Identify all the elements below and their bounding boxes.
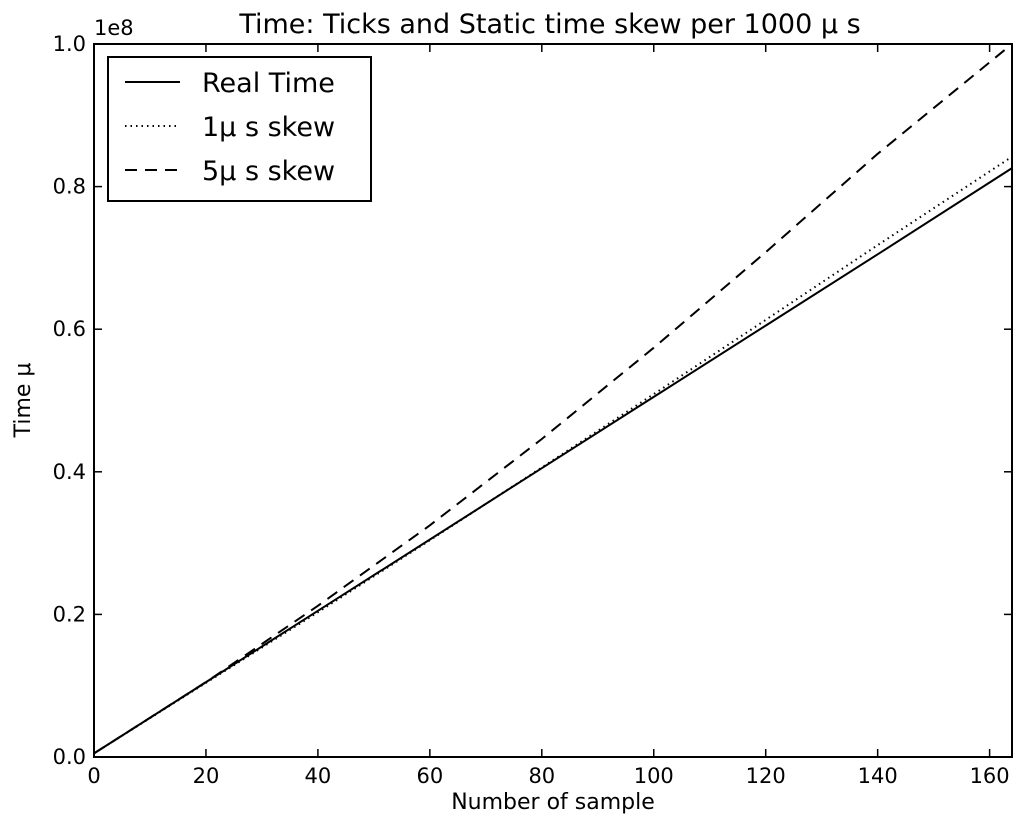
legend-label-2: 1μ s skew	[202, 112, 335, 143]
y-tick-label: 0.2	[53, 602, 86, 626]
x-tick-label: 160	[970, 764, 1010, 788]
x-tick-label: 100	[634, 764, 674, 788]
y-tick-label: 0.4	[53, 460, 86, 484]
x-tick-label: 20	[193, 764, 220, 788]
x-tick-label: 120	[746, 764, 786, 788]
series-line-3	[93, 43, 1013, 755]
x-tick-label: 140	[858, 764, 898, 788]
x-tick-label: 40	[305, 764, 332, 788]
y-axis-offset-label: 1e8	[94, 16, 134, 40]
y-tick-label: 1.0	[53, 32, 86, 56]
plot-frame	[93, 43, 1013, 758]
x-tick-label: 80	[528, 764, 555, 788]
x-axis-label: Number of sample	[451, 790, 655, 815]
legend-label-3: 5μ s skew	[202, 156, 335, 187]
y-tick-label: 0.8	[53, 175, 86, 199]
y-tick-label: 0.0	[53, 745, 86, 769]
y-axis-label: Time μ	[11, 363, 36, 439]
x-tick-label: 60	[416, 764, 443, 788]
y-tick-label: 0.6	[53, 317, 86, 341]
legend-label-1: Real Time	[202, 68, 335, 99]
legend: Real Time 1μ s skew 5μ s skew	[107, 56, 372, 202]
chart-title: Time: Ticks and Static time skew per 100…	[238, 9, 860, 40]
x-axis-ticks: 0 20 40 60 80 100 120 140 160	[87, 44, 1010, 788]
plot-lines	[93, 43, 1013, 755]
series-line-2	[93, 155, 1013, 755]
x-tick-label: 0	[87, 764, 100, 788]
y-axis-ticks: 0.0 0.2 0.4 0.6 0.8 1.0	[53, 32, 1012, 769]
